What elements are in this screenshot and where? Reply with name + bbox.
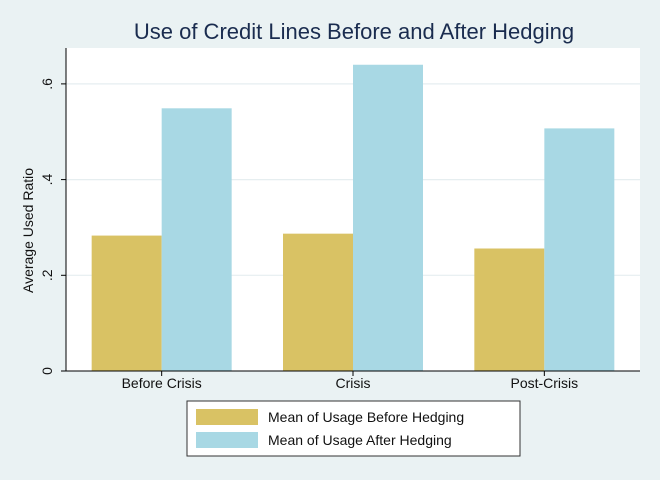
y-tick-label-2: .4 [39,174,55,186]
chart-title: Use of Credit Lines Before and After Hed… [134,19,574,44]
bar-2-1 [544,128,615,371]
y-tick-label-0: 0 [39,367,55,375]
x-tick-label-1: Crisis [336,375,371,391]
legend: Mean of Usage Before Hedging Mean of Usag… [186,400,521,457]
x-tick-label-2: Post-Crisis [510,375,578,391]
y-tick-label-1: .2 [39,269,55,281]
legend-swatch-1 [196,432,258,448]
bars [91,64,615,372]
y-tick-label-3: .6 [39,78,55,90]
legend-label-1: Mean of Usage After Hedging [268,432,452,448]
y-axis-title: Average Used Ratio [20,168,36,293]
axes: 0 .2 .4 .6 Before Crisis Crisis Post-Crisis [39,48,640,391]
bar-2-0 [474,248,545,371]
bar-0-0 [91,235,162,371]
bar-1-0 [283,233,353,371]
legend-label-0: Mean of Usage Before Hedging [268,409,464,425]
bar-1-1 [353,64,423,372]
legend-swatch-0 [196,409,258,425]
bar-0-1 [161,108,232,371]
x-tick-label-0: Before Crisis [122,375,202,391]
